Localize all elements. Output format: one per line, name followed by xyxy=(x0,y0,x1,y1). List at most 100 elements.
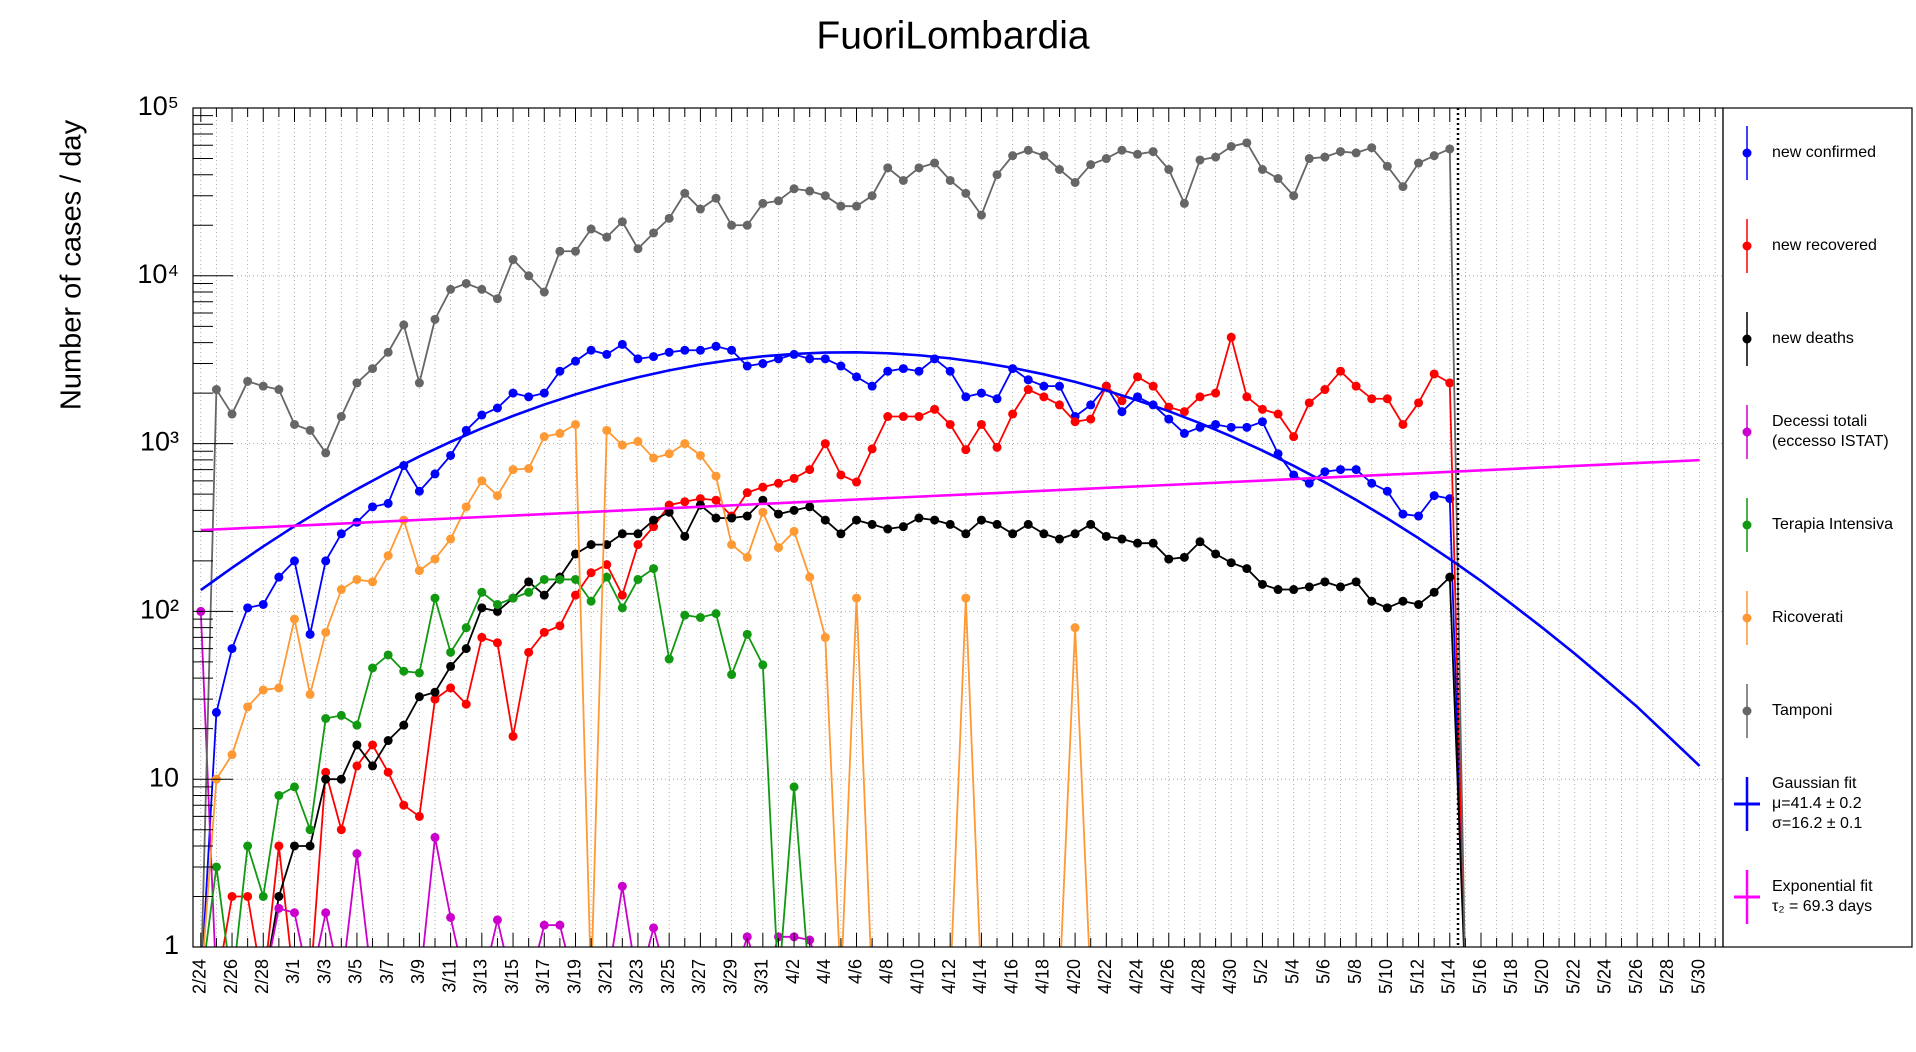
data-point xyxy=(368,663,378,673)
series-line xyxy=(200,141,1466,947)
data-point xyxy=(383,347,393,357)
legend-label: Tamponi xyxy=(1772,702,1833,719)
data-point xyxy=(805,465,815,475)
data-point xyxy=(789,473,799,483)
data-point xyxy=(1101,381,1111,391)
data-point xyxy=(1054,381,1064,391)
data-point xyxy=(836,201,846,211)
data-point xyxy=(446,647,456,657)
plot-area xyxy=(196,138,1701,947)
data-point xyxy=(586,540,596,550)
data-point xyxy=(1008,151,1018,161)
data-point xyxy=(758,482,768,492)
data-point xyxy=(883,524,893,534)
data-point xyxy=(492,606,502,616)
data-point xyxy=(305,425,315,435)
data-point xyxy=(524,271,534,281)
data-point xyxy=(430,469,440,479)
data-point xyxy=(1367,596,1377,606)
data-point xyxy=(321,908,331,918)
data-point xyxy=(695,494,705,504)
data-point xyxy=(524,647,534,657)
data-point xyxy=(1179,428,1189,438)
data-point xyxy=(758,495,768,505)
data-point xyxy=(1070,177,1080,187)
x-tick-label: 3/1 xyxy=(283,959,303,984)
data-point xyxy=(586,345,596,355)
data-point xyxy=(492,491,502,501)
data-point xyxy=(1148,538,1158,548)
data-point xyxy=(336,529,346,539)
data-point xyxy=(477,410,487,420)
data-point xyxy=(352,378,362,388)
data-point xyxy=(883,412,893,422)
data-point xyxy=(508,593,518,603)
data-point xyxy=(1351,465,1361,475)
data-point xyxy=(524,464,534,474)
data-point xyxy=(602,232,612,242)
data-point xyxy=(461,502,471,512)
series-line xyxy=(202,422,1090,947)
data-point xyxy=(945,366,955,376)
data-point xyxy=(399,666,409,676)
fit-line xyxy=(200,458,1700,532)
data-point xyxy=(368,761,378,771)
data-point xyxy=(461,699,471,709)
data-point xyxy=(664,654,674,664)
data-point xyxy=(695,612,705,622)
data-point xyxy=(727,513,737,523)
data-point xyxy=(446,284,456,294)
data-point xyxy=(1273,585,1283,595)
data-point xyxy=(539,574,549,584)
data-point xyxy=(258,891,268,901)
legend-label: new deaths xyxy=(1772,330,1854,347)
data-point xyxy=(555,574,565,584)
data-point xyxy=(633,244,643,254)
legend-label: Exponential fit xyxy=(1772,878,1873,895)
data-point xyxy=(336,412,346,422)
data-point xyxy=(524,577,534,587)
x-tick-label: 3/23 xyxy=(627,959,647,994)
data-point xyxy=(1273,409,1283,419)
data-point xyxy=(1367,478,1377,488)
x-tick-label: 3/9 xyxy=(408,959,428,984)
y-tick-label: 10⁵ xyxy=(138,91,179,121)
data-point xyxy=(524,392,534,402)
data-point xyxy=(1242,564,1252,574)
x-tick-label: 4/2 xyxy=(783,959,803,984)
data-point xyxy=(321,448,331,458)
data-point xyxy=(1195,392,1205,402)
data-point xyxy=(571,419,580,429)
data-point xyxy=(1133,149,1143,159)
data-point xyxy=(1211,388,1221,398)
data-point xyxy=(649,564,659,574)
x-tick-label: 4/8 xyxy=(876,959,896,984)
data-point xyxy=(633,529,643,539)
data-point xyxy=(446,683,456,693)
data-point xyxy=(867,191,877,201)
data-point xyxy=(617,339,627,349)
data-point xyxy=(492,294,502,304)
data-point xyxy=(1179,198,1189,208)
data-point xyxy=(571,246,580,256)
data-point xyxy=(1039,151,1049,161)
y-tick-label: 10³ xyxy=(140,427,179,457)
x-tick-label: 3/13 xyxy=(471,959,491,994)
data-point xyxy=(1289,585,1299,595)
data-point xyxy=(1195,537,1205,547)
legend-entry: Exponential fit τ₂ = 69.3 days xyxy=(1772,877,1910,917)
data-point xyxy=(539,388,549,398)
data-point xyxy=(1304,478,1314,488)
data-point xyxy=(524,587,534,597)
data-point xyxy=(555,621,565,631)
data-point xyxy=(1414,158,1424,168)
data-point xyxy=(461,278,471,288)
data-point xyxy=(930,158,940,168)
data-point xyxy=(1164,414,1174,424)
data-point xyxy=(274,891,284,901)
y-tick-label: 10⁴ xyxy=(137,259,179,289)
data-point xyxy=(477,632,487,642)
data-point xyxy=(1257,404,1267,414)
data-point xyxy=(1398,182,1408,192)
